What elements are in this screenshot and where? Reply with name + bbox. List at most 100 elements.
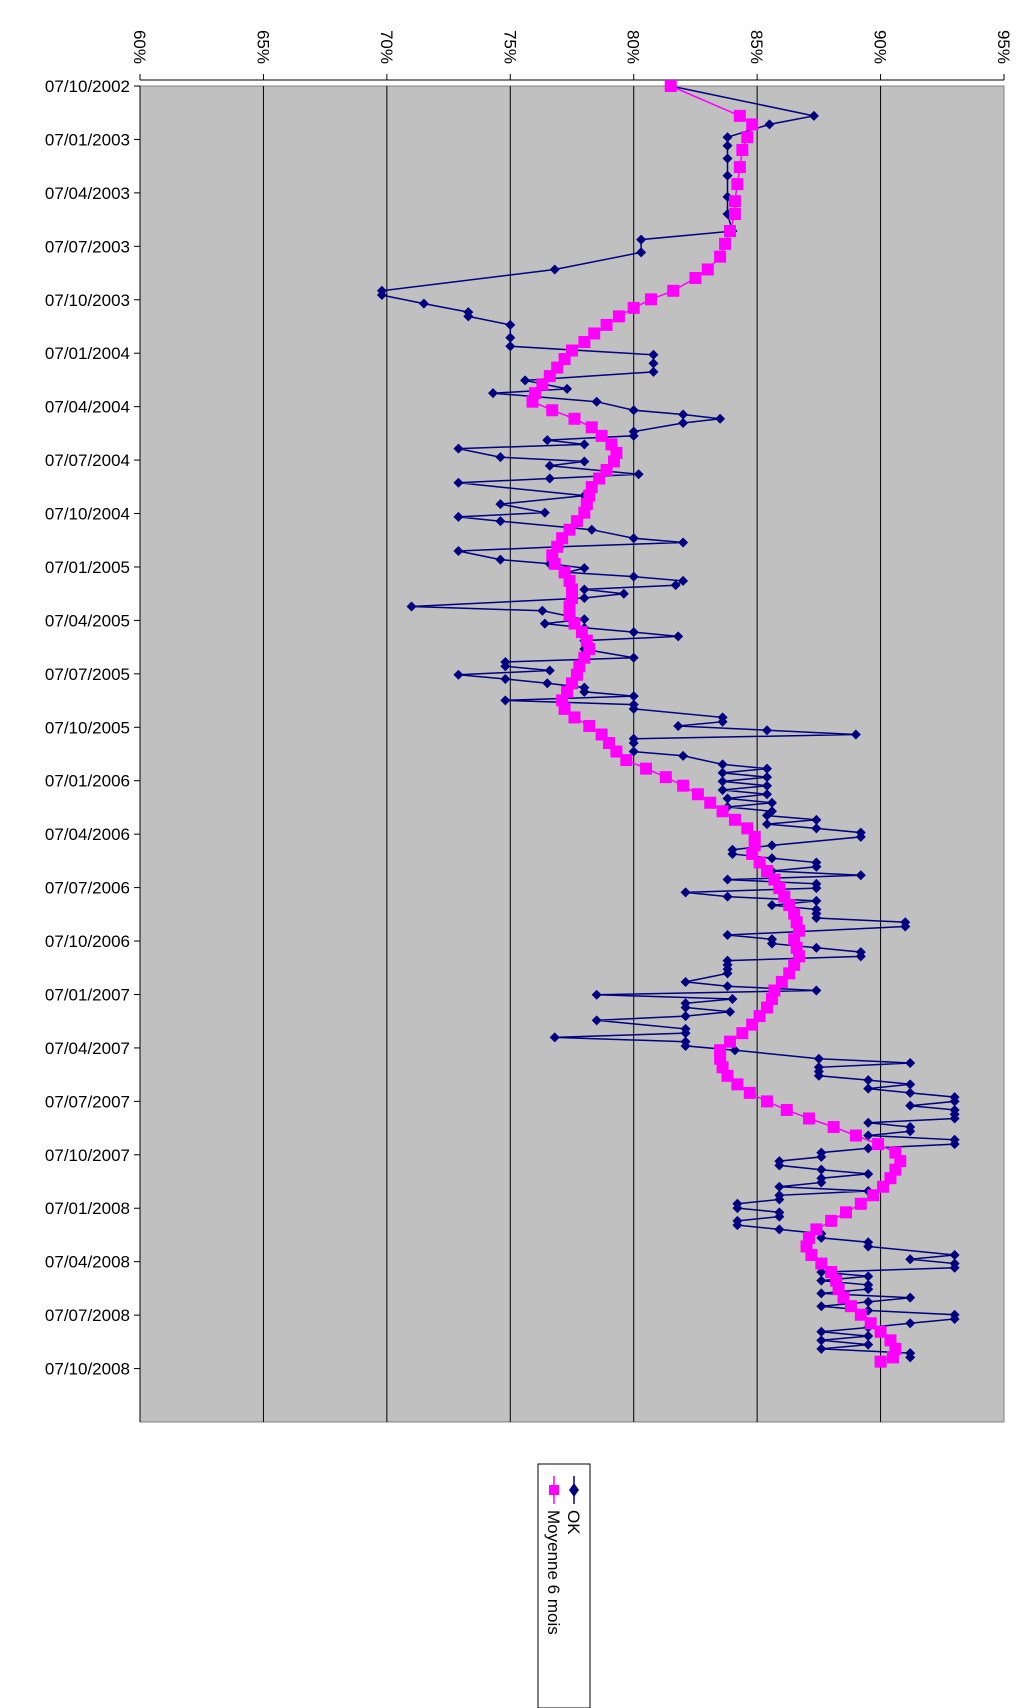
data-point xyxy=(648,358,659,369)
data-point xyxy=(549,1032,560,1043)
data-point xyxy=(863,1331,874,1342)
data-point xyxy=(844,1300,857,1313)
data-point xyxy=(719,237,732,250)
date-tick-label: 07/10/2003 xyxy=(45,291,130,310)
data-point xyxy=(579,584,590,595)
data-point xyxy=(505,319,516,330)
data-point xyxy=(855,831,866,842)
data-point xyxy=(731,1078,744,1091)
date-tick-label: 07/04/2006 xyxy=(45,825,130,844)
data-point xyxy=(905,1087,916,1098)
data-point xyxy=(562,383,573,394)
data-point xyxy=(727,994,738,1005)
data-point xyxy=(544,665,555,676)
legend-label: OK xyxy=(564,1510,583,1535)
data-point xyxy=(678,409,689,420)
data-point xyxy=(721,1069,734,1082)
data-point xyxy=(579,563,590,574)
data-point xyxy=(722,891,733,902)
data-point xyxy=(743,1086,756,1099)
data-point xyxy=(816,1335,827,1346)
data-point xyxy=(816,1326,827,1337)
data-point xyxy=(505,332,516,343)
data-point xyxy=(827,1121,840,1134)
date-axis: 07/10/2002 07/01/2003 07/04/2003 07/07/2003… xyxy=(45,77,141,1422)
data-point xyxy=(636,234,647,245)
data-point xyxy=(664,80,677,92)
data-point xyxy=(677,779,690,792)
data-point xyxy=(905,1254,916,1265)
data-point xyxy=(680,976,691,987)
data-point xyxy=(766,840,777,851)
data-point xyxy=(762,819,773,830)
data-point xyxy=(628,746,639,757)
date-tick-label: 07/01/2006 xyxy=(45,772,130,791)
data-point xyxy=(863,1083,874,1094)
legend-box xyxy=(537,1463,591,1708)
date-tick-label: 07/07/2004 xyxy=(45,451,130,470)
date-tick-label: 07/01/2007 xyxy=(45,985,130,1004)
data-point xyxy=(863,1075,874,1086)
data-point xyxy=(659,771,672,784)
data-point xyxy=(539,618,550,629)
series-moyenne-6-mois xyxy=(526,80,907,1368)
data-point xyxy=(453,669,464,680)
value-tick-label: 85% xyxy=(747,30,766,64)
data-point xyxy=(722,968,733,979)
data-point xyxy=(500,661,511,672)
data-point xyxy=(874,1325,887,1338)
data-point xyxy=(886,1351,899,1364)
date-tick-label: 07/10/2007 xyxy=(45,1146,130,1165)
data-point xyxy=(673,720,684,731)
date-tick-label: 07/10/2004 xyxy=(45,505,130,524)
date-tick-label: 07/07/2003 xyxy=(45,237,130,256)
data-point xyxy=(746,118,759,131)
data-point xyxy=(761,1095,774,1108)
data-point xyxy=(811,912,822,923)
data-point xyxy=(715,413,726,424)
data-point xyxy=(640,762,653,775)
data-point xyxy=(722,153,733,164)
data-point xyxy=(867,1189,880,1202)
value-axis: 60% 65% 70% 75% 80% 85% 90% 95% xyxy=(130,30,1013,81)
data-point xyxy=(628,533,639,544)
data-point xyxy=(722,981,733,992)
value-tick-label: 75% xyxy=(500,30,519,64)
data-point xyxy=(680,1040,691,1051)
data-point xyxy=(542,435,553,446)
data-point xyxy=(905,1079,916,1090)
date-tick-label: 07/07/2006 xyxy=(45,879,130,898)
series-ok xyxy=(376,81,960,1363)
data-point xyxy=(722,170,733,181)
data-point xyxy=(591,396,602,407)
data-point xyxy=(732,1203,743,1214)
value-tick-label: 90% xyxy=(871,30,890,64)
data-point xyxy=(376,290,387,301)
data-point xyxy=(728,207,741,220)
legend-item: Moyenne 6 mois xyxy=(544,1476,563,1635)
data-point xyxy=(680,1002,691,1013)
data-point xyxy=(505,341,516,352)
data-point xyxy=(863,1130,874,1141)
data-point xyxy=(736,143,749,156)
data-point xyxy=(453,546,464,557)
data-point xyxy=(855,870,866,881)
data-point xyxy=(863,1117,874,1128)
data-point xyxy=(805,1249,818,1261)
data-point xyxy=(863,1168,874,1179)
data-point xyxy=(733,161,746,174)
data-point xyxy=(774,1211,785,1222)
data-point xyxy=(717,776,728,787)
data-point xyxy=(628,703,639,714)
data-point xyxy=(612,310,625,323)
data-point xyxy=(716,805,729,818)
data-point xyxy=(732,1220,743,1231)
date-tick-label: 07/04/2004 xyxy=(45,398,130,417)
legend-marker xyxy=(569,1483,579,1497)
data-point xyxy=(811,861,822,872)
data-point xyxy=(453,477,464,488)
data-point xyxy=(680,1028,691,1039)
data-point xyxy=(588,327,601,340)
value-tick-label: 60% xyxy=(130,30,149,64)
data-point xyxy=(729,1045,740,1056)
